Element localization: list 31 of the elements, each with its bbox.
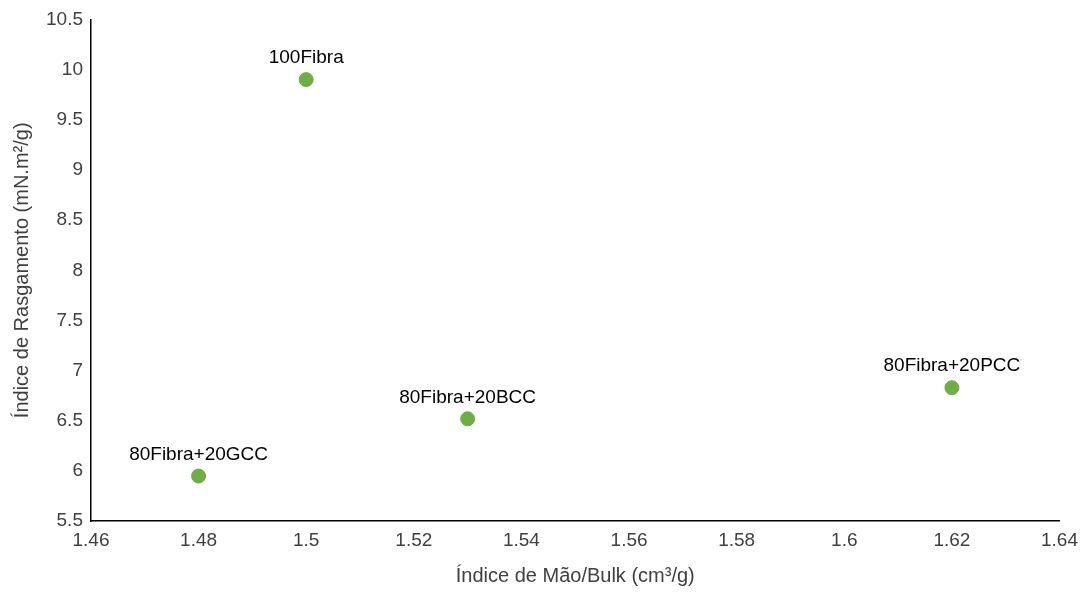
x-tick-label: 1.54 bbox=[502, 528, 541, 550]
x-axis-title: Índice de Mão/Bulk (cm³/g) bbox=[455, 563, 695, 586]
point bbox=[191, 468, 207, 484]
x-tick-label: 1.62 bbox=[933, 528, 971, 550]
x-tick-label: 1.64 bbox=[1041, 528, 1079, 550]
x-tick-label: 1.48 bbox=[180, 528, 218, 550]
x-tick-label: 1.5 bbox=[293, 528, 320, 550]
y-tick-label: 9 bbox=[72, 158, 83, 180]
annotation: 80Fibra+20GCC bbox=[129, 442, 269, 464]
y-tick-label: 10.5 bbox=[46, 7, 83, 29]
y-tick-label: 10 bbox=[61, 57, 83, 79]
y-tick-label: 9.5 bbox=[56, 107, 83, 129]
annotation: 80Fibra+20PCC bbox=[883, 354, 1021, 376]
y-tick-label: 6 bbox=[72, 459, 83, 481]
y-axis-title: Índice de Rasgamento (mN.m²/g) bbox=[9, 122, 32, 419]
x-tick-label: 1.46 bbox=[72, 528, 110, 550]
annotation: 100Fibra bbox=[268, 46, 345, 68]
y-tick-label: 5.5 bbox=[56, 509, 83, 531]
y-tick-label: 8 bbox=[72, 258, 83, 280]
x-tick-label: 1.58 bbox=[718, 528, 756, 550]
point bbox=[460, 411, 476, 427]
y-tick-label: 7.5 bbox=[56, 308, 83, 330]
y-tick-label: 8.5 bbox=[56, 208, 83, 230]
x-tick-label: 1.6 bbox=[831, 528, 858, 550]
annotation: 80Fibra+20BCC bbox=[399, 385, 537, 407]
point bbox=[944, 380, 960, 396]
x-tick-label: 1.52 bbox=[395, 528, 433, 550]
x-tick-label: 1.56 bbox=[610, 528, 648, 550]
y-tick-label: 6.5 bbox=[56, 409, 83, 431]
y-tick-label: 7 bbox=[72, 358, 83, 380]
point bbox=[298, 72, 314, 88]
